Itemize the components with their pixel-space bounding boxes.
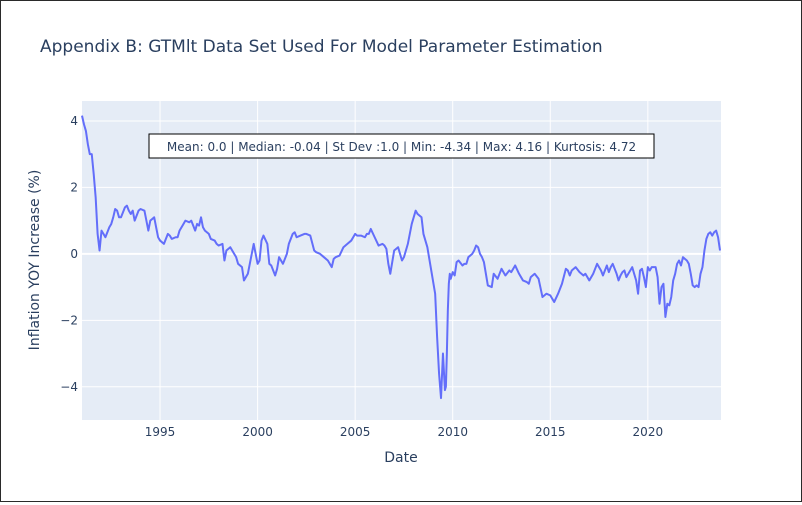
- x-tick-label: 2010: [437, 425, 468, 439]
- y-tick-label: −4: [60, 380, 78, 394]
- series-line: [81, 115, 722, 400]
- axis-ticks: 1995 2000 2005 2010 2015 2020 4 2 0 −2 −4: [60, 114, 663, 439]
- stats-annotation-box: [148, 133, 655, 159]
- stats-annotation: Mean: 0.0 | Median: -0.04 | St Dev :1.0 …: [148, 133, 655, 159]
- x-axis-label: Date: [384, 450, 417, 466]
- x-tick-label: 2005: [340, 425, 371, 439]
- x-tick-label: 2020: [633, 425, 664, 439]
- stats-annotation-text: Mean: 0.0 | Median: -0.04 | St Dev :1.0 …: [167, 140, 636, 154]
- y-axis-label: Inflation YOY Increase (%): [27, 170, 43, 351]
- y-tick-label: 4: [70, 114, 78, 128]
- x-tick-label: 2015: [535, 425, 566, 439]
- y-tick-label: −2: [60, 313, 78, 327]
- chart-title: Appendix B: GTMlt Data Set Used For Mode…: [40, 37, 603, 57]
- x-tick-label: 1995: [145, 425, 176, 439]
- y-tick-label: 2: [70, 180, 78, 194]
- y-tick-label: 0: [70, 247, 78, 261]
- x-tick-label: 2000: [242, 425, 273, 439]
